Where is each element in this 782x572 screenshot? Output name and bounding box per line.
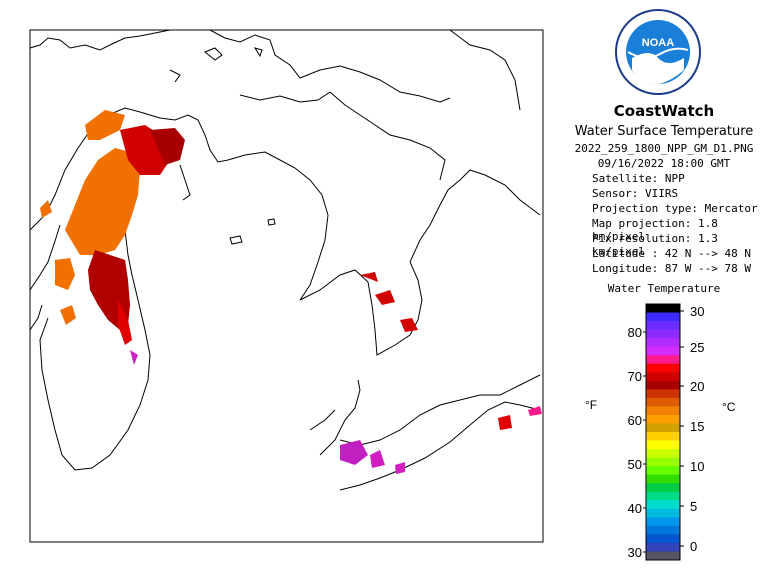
color-swatch [646,338,680,348]
sensor-label: Sensor: VIIRS [592,187,679,200]
color-swatch [646,321,680,331]
color-swatch [646,432,680,442]
celsius-tick-label: 15 [690,419,704,434]
longitude-label: Longitude: 87 W --> 78 W [592,262,751,275]
celsius-tick-label: 10 [690,459,704,474]
color-swatch [646,449,680,459]
legend-title: Water Temperature [607,282,721,295]
color-swatch [646,551,680,561]
filename-label: 2022_259_1800_NPP_GM_D1.PNG [574,142,754,155]
fahrenheit-unit: °F [585,398,598,412]
celsius-tick-label: 30 [690,304,704,319]
color-swatch [646,517,680,527]
projection-type-label: Projection type: Mercator [592,202,758,215]
noaa-logo: NOAA [615,9,701,95]
fahrenheit-tick-label: 70 [628,369,642,384]
celsius-tick-label: 25 [690,340,704,355]
color-swatch [646,355,680,365]
celsius-tick-label: 20 [690,379,704,394]
datetime-label: 09/16/2022 18:00 GMT [597,157,731,170]
color-swatch [646,525,680,535]
color-swatch [646,389,680,399]
color-swatch [646,397,680,407]
fahrenheit-tick-label: 50 [628,457,642,472]
color-swatch [646,534,680,544]
color-swatch [646,466,680,476]
color-swatch [646,406,680,416]
color-swatch [646,380,680,390]
color-swatch [646,329,680,339]
app-subtitle: Water Surface Temperature [574,124,754,139]
color-swatch [646,491,680,501]
color-scale-border [645,303,681,561]
color-swatch [646,474,680,484]
shoreline [29,29,541,491]
color-swatch [646,312,680,322]
color-swatch [646,414,680,424]
pix-resolution-label: Pix resolution: 1.3 km/pixel [592,232,718,258]
color-swatch [646,440,680,450]
fahrenheit-tick-label: 40 [628,501,642,516]
color-swatch [646,363,680,373]
fahrenheit-tick-label: 80 [628,325,642,340]
temperature-patches [40,110,542,474]
celsius-unit: °C [722,400,736,414]
color-swatch [646,457,680,467]
latitude-label: Latitude : 42 N --> 48 N [592,247,751,260]
color-swatch [646,423,680,433]
color-swatch [646,542,680,552]
map-projection-label: Map projection: 1.8 km/pixel [592,217,718,243]
fahrenheit-tick-label: 30 [628,545,642,560]
fahrenheit-tick-label: 60 [628,413,642,428]
color-swatch [646,304,680,314]
color-swatch [646,372,680,382]
satellite-label: Satellite: NPP [592,172,685,185]
celsius-tick-label: 5 [690,499,697,514]
noaa-logo-text: NOAA [642,37,674,49]
color-swatch [646,500,680,510]
color-swatch [646,508,680,518]
color-swatch [646,483,680,493]
celsius-tick-label: 0 [690,539,697,554]
color-swatch [646,346,680,356]
app-title: CoastWatch [613,102,715,120]
